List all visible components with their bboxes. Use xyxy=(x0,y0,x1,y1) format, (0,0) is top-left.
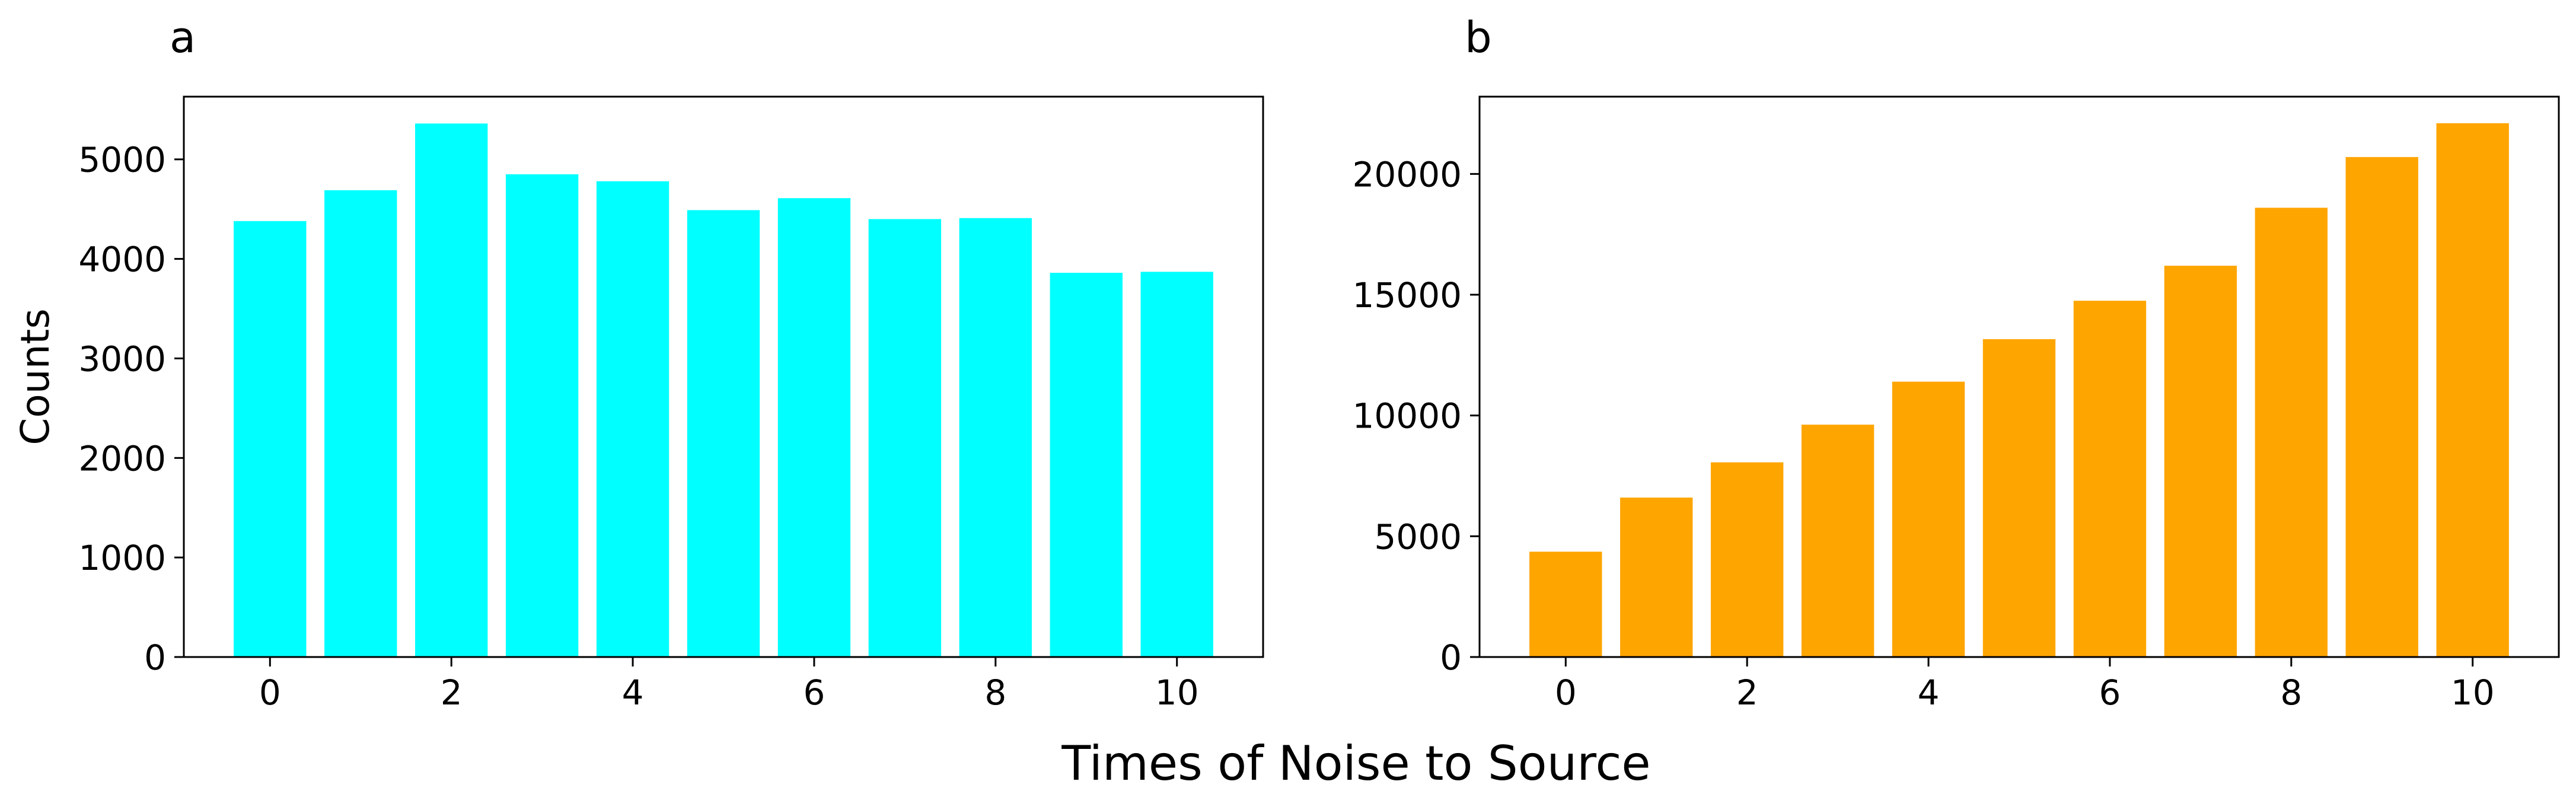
y-tick-label: 0 xyxy=(144,637,166,678)
x-tick-label: 8 xyxy=(984,672,1006,713)
figure-xlabel: Times of Noise to Source xyxy=(1061,736,1650,791)
x-tick-label: 0 xyxy=(259,672,281,713)
y-tick-label: 20000 xyxy=(1352,154,1462,194)
x-tick-label: 6 xyxy=(2099,672,2121,713)
x-tick-label: 10 xyxy=(2451,672,2495,713)
bar xyxy=(505,174,579,658)
bar xyxy=(2255,208,2328,657)
y-axis-label: Counts xyxy=(12,308,58,445)
bar xyxy=(1140,272,1213,657)
x-tick-label: 2 xyxy=(1736,672,1758,713)
axes-frame xyxy=(183,95,1264,658)
y-tick-label: 3000 xyxy=(78,339,166,379)
panel-label: b xyxy=(1465,12,1492,62)
bar xyxy=(959,218,1032,658)
panel-b: 0 2 4 6 8 10 0 5000 10000 15000 20000 b xyxy=(1352,12,2560,713)
bar xyxy=(2436,123,2509,657)
x-tick-label: 10 xyxy=(1155,672,1199,713)
x-tick-label: 8 xyxy=(2280,672,2302,713)
y-tick-label: 10000 xyxy=(1352,396,1462,436)
bar xyxy=(2345,157,2418,657)
axes-frame xyxy=(1478,95,2560,658)
y-tick-label: 0 xyxy=(1440,637,1462,678)
bar xyxy=(2164,266,2237,658)
bar xyxy=(777,198,851,657)
bar xyxy=(1711,462,1784,657)
bar xyxy=(2073,301,2147,658)
bar xyxy=(868,219,942,657)
bar xyxy=(596,181,669,657)
x-tick-label: 0 xyxy=(1555,672,1577,713)
y-tick-label: 5000 xyxy=(1374,516,1462,557)
x-tick-label: 6 xyxy=(803,672,825,713)
y-tick-label: 1000 xyxy=(78,538,166,578)
bar xyxy=(1982,339,2056,657)
x-tick-label: 4 xyxy=(622,672,644,713)
bar xyxy=(234,221,307,658)
bar xyxy=(1050,273,1123,657)
bar xyxy=(687,210,760,657)
y-tick-label: 2000 xyxy=(78,438,166,479)
y-tick-label: 15000 xyxy=(1352,275,1462,315)
bar xyxy=(324,190,397,657)
panel-a: 0 2 4 6 8 10 0 1000 2000 3000 4000 5000 a Counts xyxy=(12,12,1264,713)
bar xyxy=(1620,498,1693,657)
panel-label: a xyxy=(170,12,196,62)
y-tick-label: 5000 xyxy=(78,140,166,180)
y-tick-label: 4000 xyxy=(78,240,166,280)
bar xyxy=(415,123,488,658)
bar xyxy=(1892,381,1965,657)
x-tick-label: 2 xyxy=(441,672,463,713)
x-tick-label: 4 xyxy=(1918,672,1940,713)
bar xyxy=(1529,551,1602,657)
bar xyxy=(1801,425,1874,657)
